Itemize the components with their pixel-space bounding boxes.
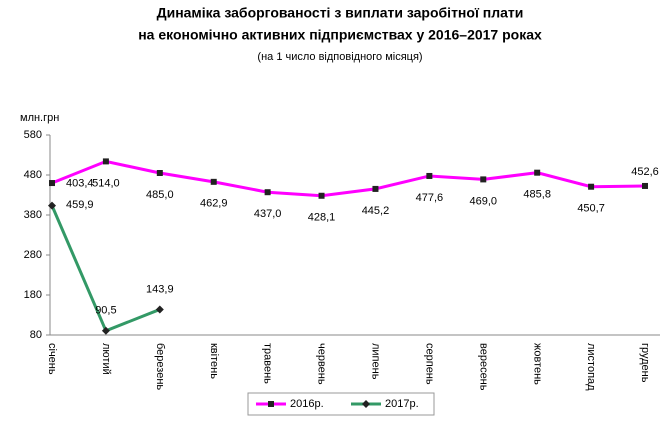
x-tick-label: червень	[316, 343, 328, 385]
line-series	[51, 159, 646, 198]
point	[588, 183, 595, 190]
data-label: 90,5	[95, 305, 116, 317]
y-tick-label: 480	[24, 169, 42, 181]
point	[534, 169, 541, 176]
legend-label: 2017р.	[385, 398, 419, 410]
x-tick-label: березень	[154, 343, 166, 390]
legend-box	[247, 392, 435, 416]
point	[101, 326, 110, 335]
data-label: 437,0	[254, 208, 282, 220]
chart-title: Динаміка заборгованості з виплати заробі…	[157, 5, 524, 21]
data-label: 445,2	[362, 205, 390, 217]
x-tick-label: серпень	[423, 343, 435, 385]
data-label: 450,7	[577, 203, 605, 215]
y-tick-label: 280	[24, 249, 42, 261]
y-axis-label: млн.грн	[20, 112, 59, 124]
point	[156, 170, 163, 176]
point	[480, 176, 487, 183]
y-tick-label: 180	[24, 289, 42, 301]
legend-marker	[268, 401, 274, 407]
point	[49, 180, 55, 187]
x-tick-label: вересень	[477, 343, 489, 391]
x-tick-label: травень	[262, 343, 274, 384]
point	[102, 158, 109, 165]
legend-label: 2016р.	[290, 398, 324, 410]
point	[48, 201, 56, 210]
y-tick-label: 80	[30, 329, 42, 341]
data-label: 143,9	[146, 283, 174, 295]
data-label: 469,0	[470, 195, 498, 207]
data-label: 485,0	[146, 189, 174, 201]
x-tick-label: січень	[46, 343, 58, 375]
x-tick-label: лютий	[100, 343, 112, 375]
data-label: 462,9	[200, 198, 228, 210]
point	[318, 192, 325, 199]
x-tick-label: жовтень	[531, 343, 543, 385]
data-label: 477,6	[416, 192, 444, 204]
data-label: 514,0	[92, 177, 120, 189]
data-label: 452,6	[631, 166, 659, 178]
x-tick-label: грудень	[639, 343, 651, 383]
legend-marker	[362, 400, 370, 408]
chart-note: (на 1 число відповідного місяця)	[257, 51, 422, 63]
data-label: 485,8	[523, 189, 551, 201]
point	[372, 185, 379, 192]
point	[264, 189, 271, 196]
data-label: 403,4	[66, 178, 94, 190]
chart-subtitle: на економічно активних підприємствах у 2…	[138, 27, 542, 43]
x-tick-label: листопад	[585, 343, 597, 391]
x-tick-label: квітень	[208, 343, 220, 379]
point	[642, 182, 648, 189]
x-tick-label: липень	[370, 343, 382, 380]
y-tick-label: 580	[24, 129, 42, 141]
data-label: 459,9	[66, 199, 94, 211]
y-tick-label: 380	[24, 209, 42, 221]
data-label: 428,1	[308, 212, 336, 224]
point	[210, 178, 217, 185]
point	[155, 305, 164, 314]
point	[426, 172, 433, 179]
